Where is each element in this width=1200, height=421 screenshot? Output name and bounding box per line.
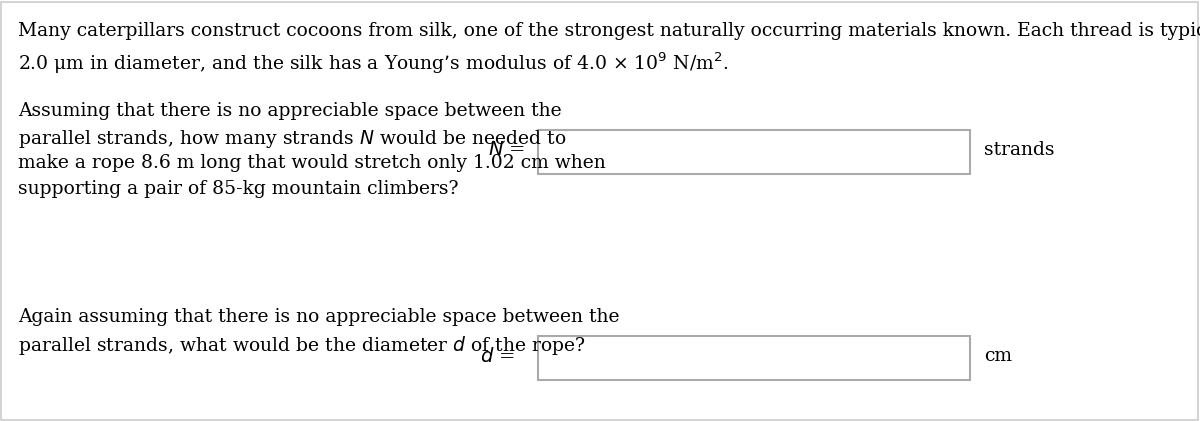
FancyBboxPatch shape <box>538 336 970 380</box>
FancyBboxPatch shape <box>538 130 970 174</box>
Text: supporting a pair of 85-kg mountain climbers?: supporting a pair of 85-kg mountain clim… <box>18 180 458 198</box>
Text: make a rope 8.6 m long that would stretch only 1.02 cm when: make a rope 8.6 m long that would stretc… <box>18 154 606 172</box>
Text: $d$ =: $d$ = <box>480 346 515 365</box>
Text: parallel strands, how many strands $N$ would be needed to: parallel strands, how many strands $N$ w… <box>18 128 566 150</box>
Text: parallel strands, what would be the diameter $d$ of the rope?: parallel strands, what would be the diam… <box>18 334 586 357</box>
Text: $N$ =: $N$ = <box>488 141 526 159</box>
Text: Many caterpillars construct cocoons from silk, one of the strongest naturally oc: Many caterpillars construct cocoons from… <box>18 22 1200 40</box>
Text: 2.0 μm in diameter, and the silk has a Young’s modulus of 4.0 × 10$^{9}$ N/m$^{2: 2.0 μm in diameter, and the silk has a Y… <box>18 50 728 75</box>
Text: strands: strands <box>984 141 1055 159</box>
Text: cm: cm <box>984 347 1012 365</box>
Text: Again assuming that there is no appreciable space between the: Again assuming that there is no apprecia… <box>18 308 619 326</box>
Text: Assuming that there is no appreciable space between the: Assuming that there is no appreciable sp… <box>18 102 562 120</box>
